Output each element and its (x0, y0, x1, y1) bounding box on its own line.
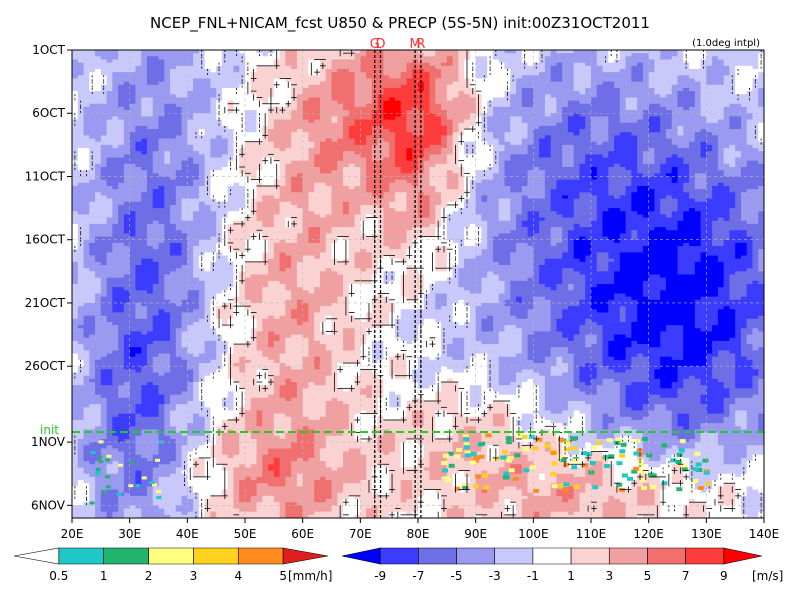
x-tick-label: 110E (576, 527, 607, 541)
y-tick-label: 6NOV (31, 498, 66, 512)
u850-colorbar-swatch (341, 547, 381, 565)
u850-colorbar-swatch (418, 547, 457, 565)
x-tick-label: 140E (749, 527, 780, 541)
precip-colorbar-swatch (193, 547, 239, 565)
precip-level-label: 3 (190, 569, 198, 583)
y-tick-label: 1NOV (31, 435, 66, 449)
y-tick-label: 6OCT (32, 106, 65, 120)
u850-level-label: -1 (527, 569, 539, 583)
init-label: init (40, 423, 59, 437)
precip-colorbar-swatch (13, 547, 60, 565)
u850-colorbar-swatch (456, 547, 496, 565)
u850-level-label: 5 (644, 569, 652, 583)
chart-title: NCEP_FNL+NICAM_fcst U850 & PRECP (5S-5N)… (150, 14, 650, 33)
y-tick-label: 21OCT (25, 296, 66, 310)
u850-colorbar-swatch (608, 547, 648, 565)
precip-level-label: 5 (279, 569, 287, 583)
precip-colorbar-swatch (103, 547, 149, 565)
chart-subtitle: (1.0deg intpl) (692, 38, 760, 49)
marker-label: M (410, 37, 421, 52)
x-tick-label: 30E (118, 527, 141, 541)
x-tick-label: 20E (61, 527, 84, 541)
precip-colorbar-swatch (148, 547, 194, 565)
u850-colorbar-swatch (685, 547, 725, 565)
u850-level-label: -3 (489, 569, 501, 583)
precip-unit: [mm/h] (288, 569, 332, 583)
y-tick-label: 16OCT (25, 233, 66, 247)
u850-colorbar-swatch (647, 547, 686, 565)
x-tick-label: 120E (633, 527, 664, 541)
u850-level-label: 1 (567, 569, 575, 583)
x-tick-label: 40E (176, 527, 199, 541)
u850-colorbar-swatch (570, 547, 610, 565)
u850-level-label: -7 (412, 569, 424, 583)
precip-level-label: 1 (100, 569, 108, 583)
u850-level-label: -5 (451, 569, 463, 583)
u850-unit: [m/s] (752, 569, 783, 583)
u850-level-label: 9 (720, 569, 728, 583)
u850-level-label: -9 (374, 569, 386, 583)
marker-label: R (416, 37, 425, 52)
y-tick-label: 11OCT (25, 169, 66, 183)
u850-level-label: 7 (682, 569, 690, 583)
x-tick-label: 50E (234, 527, 257, 541)
precip-colorbar-swatch (237, 547, 284, 565)
x-tick-label: 130E (691, 527, 722, 541)
u850-level-label: 3 (605, 569, 613, 583)
precip-level-label: 2 (145, 569, 153, 583)
u850-colorbar-swatch (532, 547, 572, 565)
y-tick-label: 26OCT (25, 359, 66, 373)
marker-label: G (370, 37, 380, 52)
x-tick-label: 80E (407, 527, 430, 541)
u850-colorbar-swatch (723, 547, 763, 565)
u850-colorbar-swatch (379, 547, 419, 565)
marker-label: D (376, 37, 386, 52)
x-tick-label: 90E (464, 527, 487, 541)
precip-colorbar-swatch (58, 547, 105, 565)
precip-colorbar-swatch (282, 547, 329, 565)
precip-level-label: 4 (234, 569, 242, 583)
x-tick-label: 60E (291, 527, 314, 541)
x-tick-label: 70E (349, 527, 372, 541)
precip-level-label: 0.5 (49, 569, 68, 583)
x-tick-label: 100E (518, 527, 549, 541)
u850-colorbar-swatch (494, 547, 534, 565)
y-tick-label: 1OCT (32, 43, 65, 57)
